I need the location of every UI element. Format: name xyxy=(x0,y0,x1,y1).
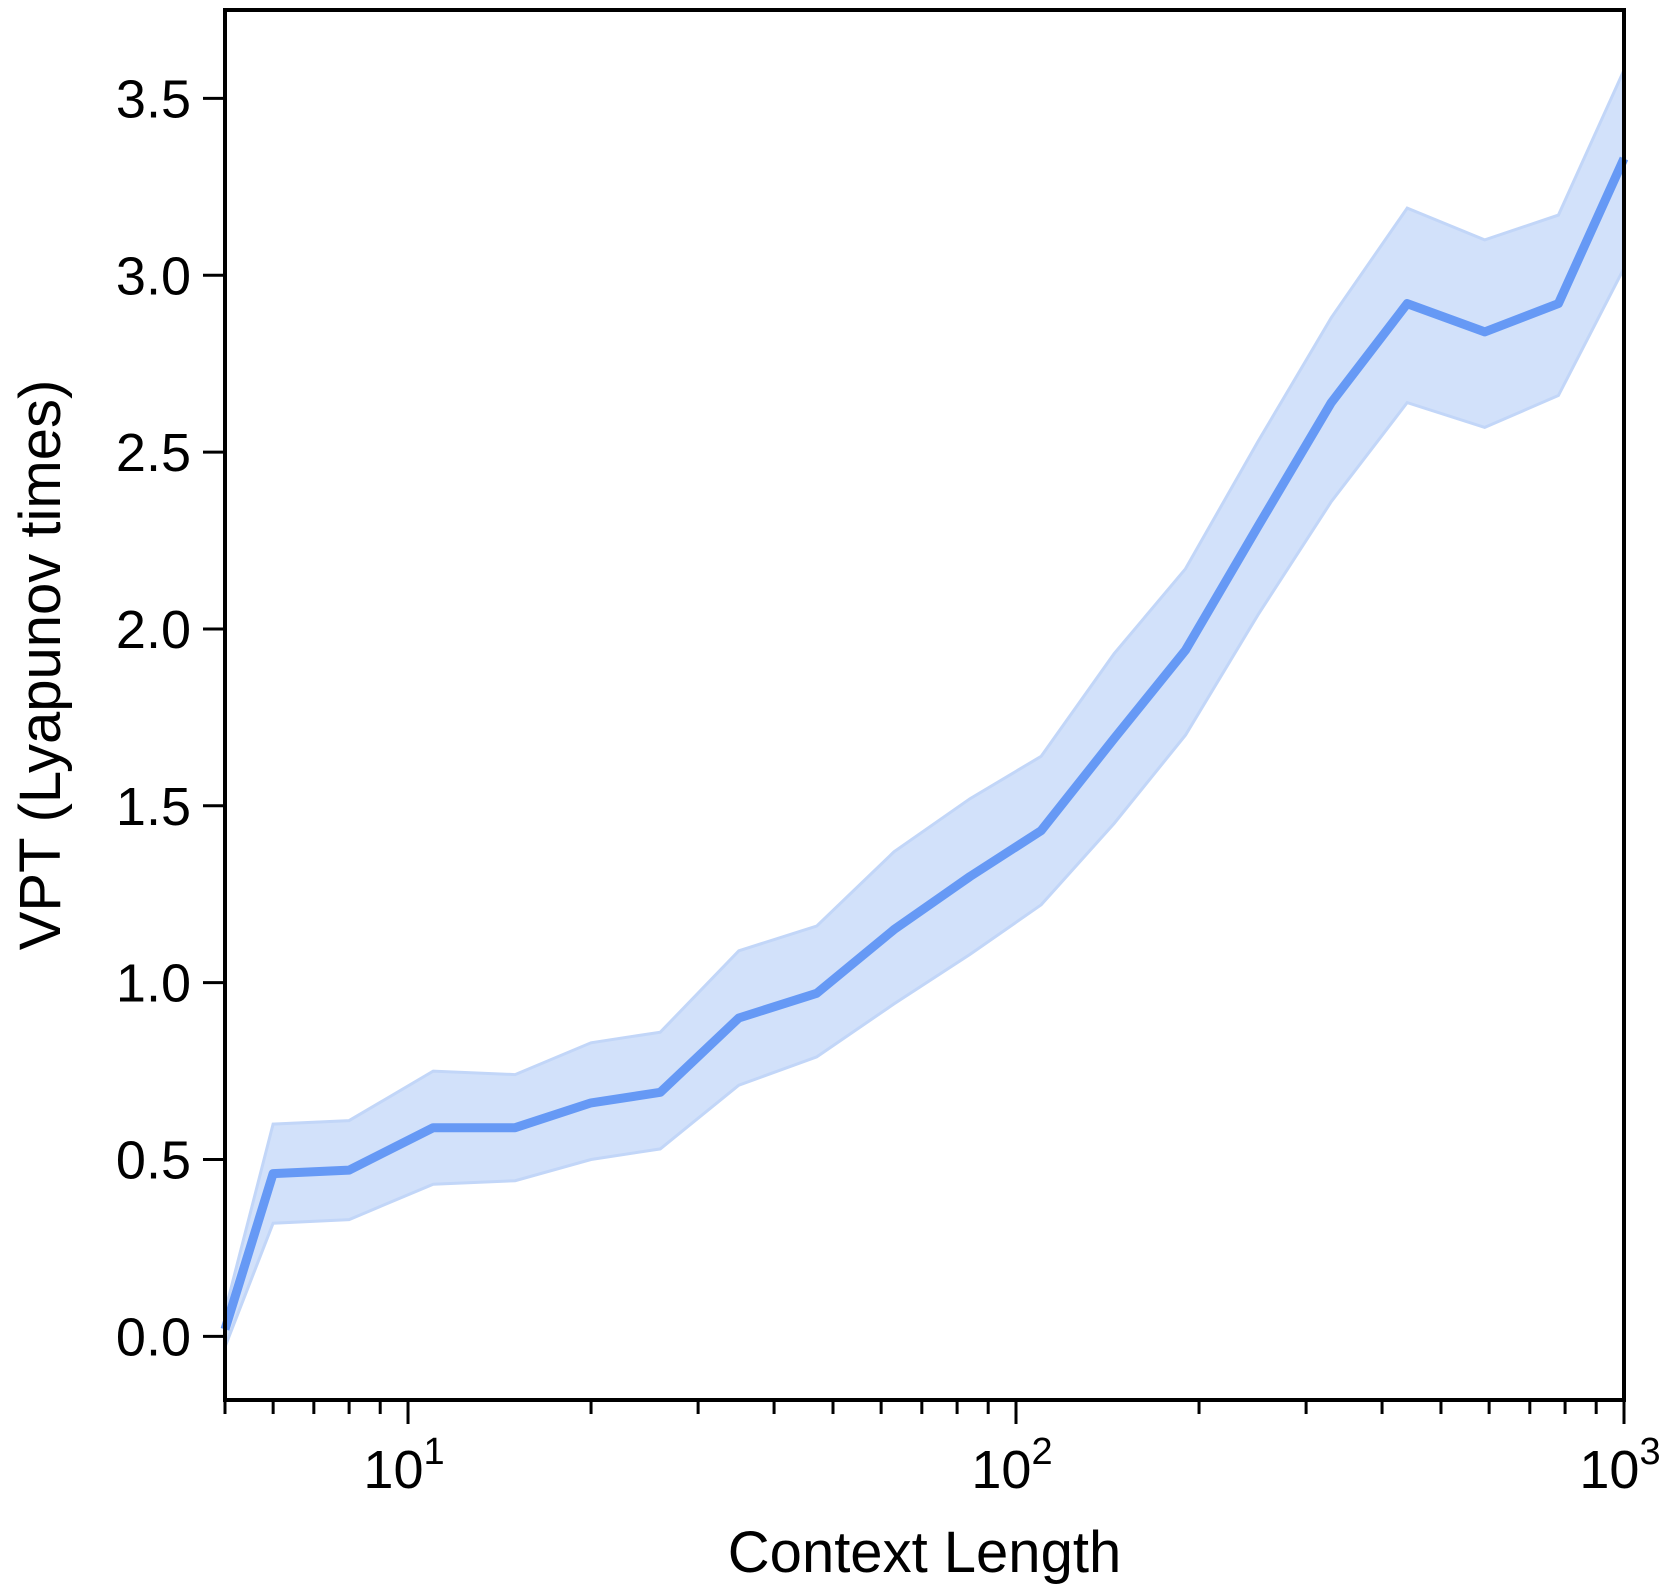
y-tick-label: 0.0 xyxy=(116,1307,191,1367)
y-tick-label: 2.0 xyxy=(116,600,191,660)
y-tick-label: 3.5 xyxy=(116,69,191,129)
x-tick-label: 101 xyxy=(363,1431,444,1500)
x-tick-label: 102 xyxy=(971,1431,1052,1500)
vpt-series-line xyxy=(220,156,1629,1331)
x-axis-label: Context Length xyxy=(728,1520,1121,1585)
plot-frame xyxy=(223,8,1626,1402)
y-axis-label: VPT (Lyapunov times) xyxy=(8,380,73,951)
confidence-band xyxy=(223,69,1626,1348)
y-axis: 0.0 0.5 1.0 1.5 2.0 2.5 3.0 3.5 xyxy=(116,69,225,1367)
y-tick-label: 2.5 xyxy=(116,423,191,483)
x-tick-label: 103 xyxy=(1579,1431,1660,1500)
y-tick-label: 0.5 xyxy=(116,1130,191,1190)
plot-content xyxy=(220,69,1629,1348)
x-axis: 101 102 103 xyxy=(223,1400,1661,1500)
y-tick-label: 3.0 xyxy=(116,246,191,306)
y-tick-label: 1.0 xyxy=(116,954,191,1014)
y-tick-label: 1.5 xyxy=(116,777,191,837)
